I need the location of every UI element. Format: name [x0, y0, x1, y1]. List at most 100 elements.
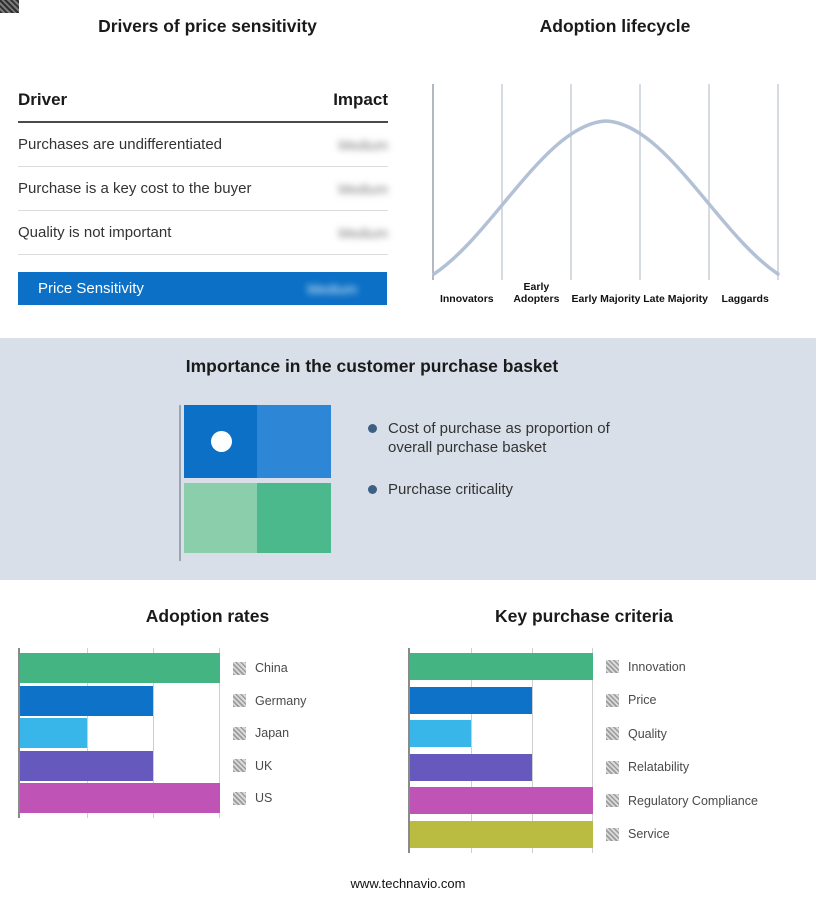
quadrant-cell-top-left: [184, 405, 257, 478]
column-header-impact: Impact: [333, 90, 388, 109]
legend-swatch-icon: [606, 827, 619, 841]
bullet-text: Purchase criticality: [388, 481, 514, 498]
stage-label-innovators: Innovators: [439, 293, 494, 306]
legend-item: Germany: [233, 686, 393, 716]
quadrant-marker-dot: [211, 431, 232, 452]
gridline: [219, 648, 220, 818]
legend-label: Price: [628, 693, 657, 708]
driver-cell: Purchase is a key cost to the buyer: [18, 180, 252, 197]
driver-cell: Quality is not important: [18, 224, 172, 241]
bar-price: [410, 686, 532, 714]
gridline: [86, 648, 88, 818]
legend-label: Japan: [255, 726, 290, 740]
stage-label-early-adopters: Early Adopters: [513, 280, 560, 306]
gridline: [470, 648, 472, 853]
legend-swatch-icon: [606, 660, 619, 673]
legend-item: Price: [606, 687, 806, 714]
bullet-dot-icon: [368, 485, 377, 494]
quadrant-axis-line: [179, 405, 181, 561]
bar-germany: [20, 685, 154, 716]
lifecycle-gridlines: [432, 84, 779, 280]
bar-quality: [410, 720, 471, 748]
legend-swatch-icon: [233, 694, 246, 707]
stage-label-late-majority: Late Majority: [643, 293, 708, 306]
legend-swatch-icon: [606, 693, 619, 707]
bar-relatability: [410, 753, 532, 781]
legend-label: Service: [628, 827, 670, 842]
adoption-rates-legend: China Germany Japan UK US: [233, 648, 393, 818]
basket-bullet-list: Cost of purchase as proportion of overal…: [368, 419, 668, 522]
legend-item: China: [233, 653, 393, 683]
summary-row-label: Price Sensitivity: [38, 280, 144, 297]
legend-swatch-icon: [233, 726, 246, 740]
lifecycle-bell-curve-chart: [432, 84, 780, 280]
bar-japan: [20, 718, 87, 748]
legend-item: US: [233, 783, 393, 813]
legend-item: Quality: [606, 720, 806, 747]
legend-label: Germany: [255, 693, 307, 708]
key-purchase-criteria-legend: Innovation Price Quality Relatability Regula…: [606, 648, 806, 853]
legend-item: Service: [606, 821, 806, 848]
purchase-basket-quadrant: [184, 405, 331, 553]
lifecycle-stage-labels: Innovators Early Adopters Early Majority…: [432, 278, 780, 306]
key-purchase-criteria-title: Key purchase criteria: [494, 606, 673, 626]
legend-label: Regulatory Compliance: [628, 793, 758, 808]
table-row: Purchase is a key cost to the buyer Medi…: [18, 167, 388, 211]
table-row: Purchases are undifferentiated Medium: [18, 123, 388, 167]
legend-label: China: [255, 661, 288, 675]
table-row: Quality is not important Medium: [18, 211, 388, 255]
bullet-dot-icon: [368, 424, 377, 433]
bar-uk: [20, 750, 154, 781]
drivers-table: Driver Impact Purchases are undifferenti…: [18, 90, 388, 255]
legend-swatch-icon: [606, 760, 619, 774]
purchase-basket-band: [0, 338, 816, 580]
legend-item: Regulatory Compliance: [606, 787, 806, 814]
legend-swatch-icon: [233, 759, 246, 772]
bar-service: [410, 820, 593, 848]
legend-label: US: [255, 791, 273, 805]
impact-cell: Medium: [338, 180, 388, 197]
legend-swatch-icon: [233, 661, 246, 675]
website-footer: www.technavio.com: [350, 876, 466, 891]
bullet-text: Cost of purchase as proportion of overal…: [388, 420, 610, 456]
driver-cell: Purchases are undifferentiated: [18, 136, 223, 153]
quadrant-cell-top-right: [257, 405, 331, 478]
legend-label: Innovation: [628, 659, 686, 674]
bar-china: [20, 653, 220, 683]
quadrant-cell-bottom-right: [257, 483, 331, 553]
legend-swatch-icon: [606, 727, 619, 741]
adoption-rates-title: Adoption rates: [145, 606, 270, 626]
basket-section-title: Importance in the customer purchase bask…: [185, 356, 559, 376]
legend-item: UK: [233, 751, 393, 781]
impact-cell: Medium: [338, 136, 388, 153]
column-header-driver: Driver: [18, 90, 68, 109]
legend-item: Innovation: [606, 653, 806, 680]
summary-row-impact: Medium: [307, 280, 357, 297]
gridline: [531, 648, 533, 853]
bar-us: [20, 783, 220, 813]
drivers-table-header: Driver Impact: [18, 90, 388, 123]
legend-label: Relatability: [628, 760, 690, 775]
legend-label: UK: [255, 758, 273, 773]
legend-swatch-icon: [233, 791, 246, 805]
list-item: Purchase criticality: [368, 480, 668, 499]
bar-innovation: [410, 653, 593, 680]
legend-label: Quality: [628, 726, 667, 741]
adoption-rates-bars: [20, 648, 220, 818]
legend-item: Japan: [233, 718, 393, 748]
stage-label-early-majority: Early Majority: [571, 293, 641, 306]
key-purchase-criteria-bars: [410, 648, 593, 853]
gridline: [592, 648, 593, 853]
price-sensitivity-summary-row: Price Sensitivity Medium: [18, 272, 387, 305]
bell-curve: [432, 119, 780, 276]
bar-regulatory-compliance: [410, 787, 593, 815]
quadrant-cell-bottom-left: [184, 483, 257, 553]
drivers-section-title: Drivers of price sensitivity: [98, 16, 317, 36]
stage-label-laggards: Laggards: [721, 293, 769, 306]
impact-cell: Medium: [338, 224, 388, 241]
key-purchase-criteria-chart: [408, 648, 593, 853]
gridline: [153, 648, 155, 818]
legend-item: Relatability: [606, 754, 806, 781]
lifecycle-section-title: Adoption lifecycle: [539, 16, 691, 36]
